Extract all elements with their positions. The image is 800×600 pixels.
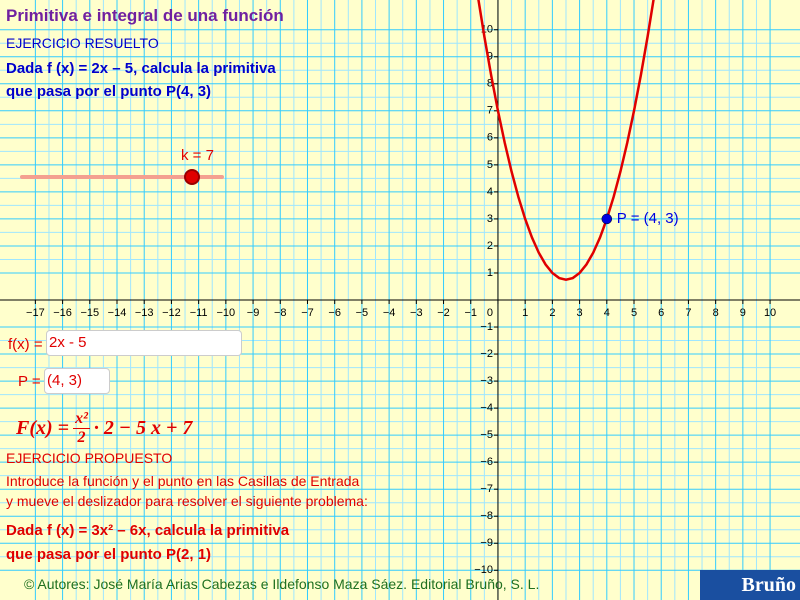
input-box[interactable]: (4, 3) [44,368,110,394]
x-tick-label: 3 [577,307,583,319]
y-tick-label: 2 [487,240,493,252]
x-tick-label: −5 [356,307,369,319]
x-tick-label: −1 [464,307,477,319]
fraction: x² 2 [73,410,90,447]
x-tick-label: −15 [80,307,99,319]
proposed-heading: EJERCICIO PROPUESTO [6,450,173,466]
y-tick-label: 10 [481,24,493,36]
slider-label: k = 7 [181,147,214,164]
formula: F(x) = x² 2 · 2 − 5 x + 7 [16,410,192,447]
y-tick-label: 9 [487,51,493,63]
x-tick-label: −8 [274,307,287,319]
x-tick-label: 4 [604,307,610,319]
x-tick-label: −2 [437,307,450,319]
point-label: P = (4, 3) [617,210,679,227]
x-tick-label: 9 [740,307,746,319]
proposed-problem: Dada f (x) = 3x² – 6x, calcula la primit… [6,522,290,539]
problem-line: que pasa por el punto P(4, 3) [6,83,212,100]
x-tick-label: −11 [190,307,208,319]
y-tick-label: −5 [480,429,493,441]
y-tick-label: −7 [480,483,493,495]
x-tick-label: −7 [301,307,314,319]
denominator: 2 [77,429,86,446]
input-label: P = [18,373,41,390]
y-tick-label: −10 [474,564,493,576]
logo-text: Bruño [741,574,796,596]
input-label: f(x) = [8,336,43,353]
footer: © Autores: José María Arias Cabezas e Il… [24,576,540,592]
y-tick-label: −9 [480,537,493,549]
formula-rest: · 2 − 5 x + 7 [93,417,193,439]
x-tick-label: −6 [328,307,341,319]
x-tick-label: 7 [685,307,691,319]
y-tick-label: 5 [487,159,493,171]
slider-track[interactable] [20,175,224,179]
x-tick-label: 1 [522,307,528,319]
x-tick-label: −16 [53,307,72,319]
y-tick-label: −6 [480,456,493,468]
y-tick-label: 3 [487,213,493,225]
y-tick-label: −8 [480,510,493,522]
x-tick-label: −13 [135,307,154,319]
y-tick-label: 7 [487,105,493,117]
y-tick-label: 4 [487,186,493,198]
x-tick-label: −14 [108,307,127,319]
curve [477,0,655,282]
proposed-problem: que pasa por el punto P(2, 1) [6,546,212,563]
y-tick-label: −4 [480,402,493,414]
numerator: x² [73,410,90,429]
slider-knob[interactable] [184,169,200,185]
point [601,213,613,225]
x-tick-label: −17 [26,307,45,319]
input-box[interactable]: 2x - 5 [46,330,242,356]
y-tick-label: 8 [487,78,493,90]
y-tick-label: 6 [487,132,493,144]
x-tick-label: 2 [549,307,555,319]
x-tick-label: −9 [247,307,260,319]
y-tick-label: −2 [480,348,493,360]
instruction: Introduce la función y el punto en las C… [6,473,360,489]
x-tick-label: −4 [383,307,396,319]
y-tick-label: 1 [487,267,493,279]
logo[interactable]: Bruño [700,570,800,600]
x-tick-label: 5 [631,307,637,319]
x-tick-label: 6 [658,307,664,319]
problem-line: Dada f (x) = 2x – 5, calcula la primitiv… [6,60,276,77]
x-tick-label: 0 [487,307,493,319]
x-tick-label: 10 [764,307,776,319]
x-tick-label: −12 [162,307,181,319]
y-tick-label: −1 [480,321,493,333]
formula-lhs: F(x) = [16,417,70,439]
x-tick-label: −3 [410,307,423,319]
x-tick-label: −10 [217,307,236,319]
title: Primitiva e integral de una función [6,6,284,25]
instruction: y mueve el deslizador para resolver el s… [6,493,368,509]
x-tick-label: 8 [713,307,719,319]
subtitle: EJERCICIO RESUELTO [6,35,159,51]
y-tick-label: −3 [480,375,493,387]
